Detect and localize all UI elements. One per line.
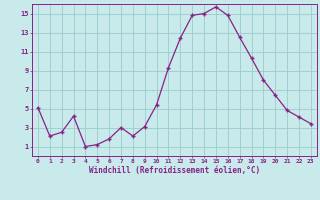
X-axis label: Windchill (Refroidissement éolien,°C): Windchill (Refroidissement éolien,°C) bbox=[89, 166, 260, 175]
